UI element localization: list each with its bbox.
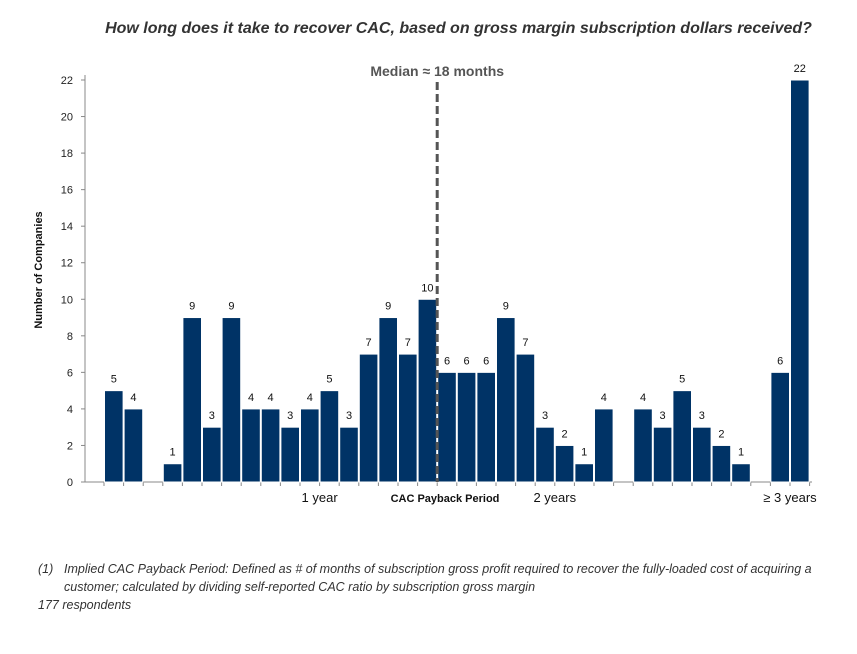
bar-value-label: 5	[679, 374, 685, 386]
bar-value-label: 3	[542, 410, 548, 422]
bar	[280, 426, 300, 483]
x-category-label: 2 years	[533, 490, 576, 505]
bar	[652, 426, 673, 483]
bar	[456, 371, 477, 483]
y-tick-label: 4	[67, 404, 73, 416]
bar-value-label: 4	[248, 392, 254, 404]
bar	[202, 426, 222, 483]
bar	[339, 426, 359, 483]
bar	[123, 408, 144, 483]
x-category-label: 1 year	[302, 490, 339, 505]
bar-value-label: 5	[111, 374, 117, 386]
bar-value-label: 6	[483, 355, 489, 367]
bar	[221, 317, 242, 483]
bar	[574, 463, 595, 483]
bar-value-label: 4	[130, 392, 136, 404]
bar-value-label: 4	[268, 392, 274, 404]
bar	[594, 408, 614, 483]
respondents-count: 177 respondents	[38, 598, 132, 612]
bar	[711, 444, 732, 483]
bar	[182, 317, 202, 483]
footnote-line-1: Implied CAC Payback Period: Defined as #…	[64, 562, 812, 576]
y-tick-label: 8	[67, 331, 73, 343]
bar-value-label: 7	[366, 337, 372, 349]
bar	[104, 390, 124, 483]
bar-value-label: 6	[777, 355, 783, 367]
bar-value-label: 4	[307, 392, 313, 404]
bar-value-label: 3	[209, 410, 215, 422]
bar	[241, 408, 261, 483]
bar-value-label: 3	[346, 410, 352, 422]
bar	[319, 390, 340, 483]
bar	[633, 408, 653, 483]
bar-value-label: 9	[228, 301, 234, 313]
bar	[378, 317, 398, 483]
bar-value-label: 1	[581, 447, 587, 459]
bar	[515, 353, 536, 483]
y-tick-label: 20	[61, 112, 73, 124]
bar	[437, 371, 457, 483]
bar	[300, 408, 320, 483]
bar-value-label: 1	[738, 447, 744, 459]
y-tick-label: 2	[67, 440, 73, 452]
x-axis-label: CAC Payback Period	[391, 493, 500, 505]
y-tick-label: 16	[61, 185, 73, 197]
footnote-number: (1)	[38, 562, 54, 576]
bar-value-label: 3	[699, 410, 705, 422]
bar	[672, 390, 693, 483]
median-label: Median ≈ 18 months	[370, 63, 504, 79]
bar-value-label: 7	[522, 337, 528, 349]
y-tick-label: 14	[61, 221, 73, 233]
bar	[476, 371, 496, 483]
bar-value-label: 6	[444, 355, 450, 367]
bar	[790, 79, 810, 483]
bar-value-label: 3	[660, 410, 666, 422]
bar-value-label: 4	[640, 392, 646, 404]
y-tick-label: 22	[61, 75, 73, 87]
bar	[162, 463, 183, 483]
y-tick-label: 0	[67, 477, 73, 489]
y-tick-label: 10	[61, 294, 73, 306]
bar-value-label: 2	[562, 428, 568, 440]
bar-value-label: 2	[718, 428, 724, 440]
y-axis-label: Number of Companies	[33, 211, 45, 328]
bar	[260, 408, 281, 483]
bar-value-label: 6	[464, 355, 470, 367]
bar	[731, 463, 751, 483]
bar	[398, 353, 418, 483]
bar	[770, 371, 791, 483]
bar-value-label: 4	[601, 392, 607, 404]
bar-value-label: 3	[287, 410, 293, 422]
bar-value-label: 5	[326, 374, 332, 386]
footnote-line-2: customer; calculated by dividing self-re…	[64, 580, 536, 594]
bar-value-label: 7	[405, 337, 411, 349]
bar	[417, 298, 438, 483]
y-tick-label: 18	[61, 148, 73, 160]
bar-value-label: 9	[189, 301, 195, 313]
y-tick-label: 6	[67, 367, 73, 379]
bar-value-label: 9	[385, 301, 391, 313]
footnote: (1) Implied CAC Payback Period: Defined a…	[38, 560, 838, 614]
bar-value-label: 9	[503, 301, 509, 313]
bar-value-label: 1	[170, 447, 176, 459]
bar	[554, 444, 575, 483]
bar	[358, 353, 379, 483]
y-tick-label: 12	[61, 258, 73, 270]
bar	[535, 426, 555, 483]
bar	[692, 426, 712, 483]
bar-value-label: 22	[794, 63, 806, 75]
chart-title: How long does it take to recover CAC, ba…	[105, 20, 812, 37]
bar-value-label: 10	[421, 282, 433, 294]
x-category-label: ≥ 3 years	[763, 490, 817, 505]
bar	[496, 317, 516, 483]
